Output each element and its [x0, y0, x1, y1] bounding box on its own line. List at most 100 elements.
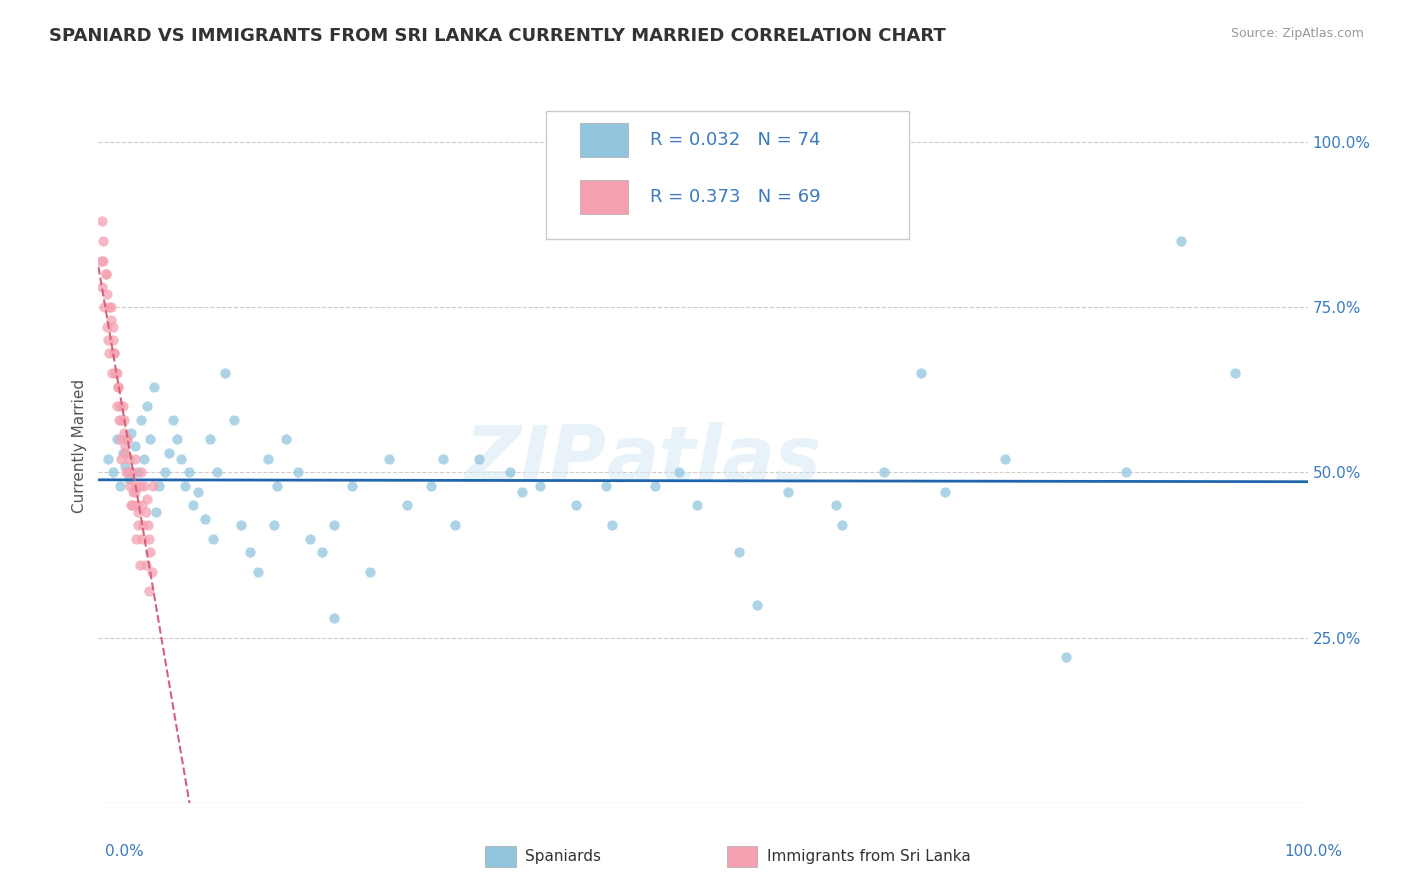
- Point: [181, 499, 204, 513]
- Point: [139, 545, 162, 559]
- Bar: [485, 846, 516, 867]
- Point: [112, 412, 135, 426]
- Text: SPANIARD VS IMMIGRANTS FROM SRI LANKA CURRENTLY MARRIED CORRELATION CHART: SPANIARD VS IMMIGRANTS FROM SRI LANKA CU…: [49, 27, 946, 45]
- Point: [105, 433, 128, 447]
- Point: [96, 287, 118, 301]
- Bar: [579, 123, 628, 157]
- Point: [179, 466, 201, 480]
- Point: [266, 478, 288, 492]
- Point: [121, 499, 143, 513]
- Point: [120, 466, 142, 480]
- Point: [98, 346, 121, 360]
- Point: [139, 433, 162, 447]
- Point: [187, 485, 209, 500]
- Point: [157, 445, 180, 459]
- Point: [395, 499, 418, 513]
- Point: [222, 412, 245, 426]
- Point: [100, 367, 122, 381]
- Point: [728, 545, 751, 559]
- Point: [124, 485, 146, 500]
- Point: [91, 214, 114, 228]
- Point: [105, 400, 128, 414]
- Point: [110, 452, 132, 467]
- Point: [111, 400, 134, 414]
- Point: [127, 518, 149, 533]
- Point: [98, 300, 121, 314]
- Point: [93, 300, 115, 314]
- Point: [323, 611, 346, 625]
- Point: [91, 280, 114, 294]
- Point: [91, 234, 114, 248]
- Point: [114, 445, 136, 459]
- Point: [135, 491, 157, 506]
- Point: [101, 333, 124, 347]
- Point: [831, 518, 853, 533]
- Point: [91, 254, 114, 268]
- Point: [299, 532, 322, 546]
- Point: [420, 478, 443, 492]
- Text: Immigrants from Sri Lanka: Immigrants from Sri Lanka: [768, 849, 970, 863]
- Point: [111, 445, 134, 459]
- Point: [444, 518, 467, 533]
- Point: [377, 452, 399, 467]
- Text: R = 0.373   N = 69: R = 0.373 N = 69: [650, 188, 821, 206]
- Point: [120, 425, 142, 440]
- Point: [97, 333, 120, 347]
- Point: [127, 499, 149, 513]
- Point: [114, 439, 136, 453]
- Point: [287, 466, 309, 480]
- Text: ZIP: ZIP: [464, 422, 606, 499]
- Bar: [579, 180, 628, 214]
- Point: [129, 412, 152, 426]
- Point: [229, 518, 252, 533]
- Point: [214, 367, 236, 381]
- Point: [141, 565, 163, 579]
- Point: [96, 320, 118, 334]
- Point: [100, 300, 122, 314]
- Point: [468, 452, 491, 467]
- Point: [107, 379, 129, 393]
- Point: [118, 466, 141, 480]
- Text: Spaniards: Spaniards: [526, 849, 602, 863]
- Point: [263, 518, 285, 533]
- Point: [198, 433, 221, 447]
- Text: 100.0%: 100.0%: [1285, 845, 1343, 859]
- Point: [94, 267, 117, 281]
- Point: [136, 518, 159, 533]
- Point: [274, 433, 297, 447]
- Point: [153, 466, 176, 480]
- Point: [112, 425, 135, 440]
- Point: [342, 478, 364, 492]
- Point: [117, 433, 139, 447]
- Point: [205, 466, 228, 480]
- Point: [110, 412, 132, 426]
- Point: [873, 466, 896, 480]
- Point: [134, 452, 156, 467]
- Point: [127, 505, 149, 519]
- Point: [101, 466, 124, 480]
- Point: [994, 452, 1017, 467]
- Point: [202, 532, 225, 546]
- Point: [311, 545, 333, 559]
- Point: [101, 320, 124, 334]
- Point: [360, 565, 382, 579]
- Point: [97, 452, 120, 467]
- Point: [120, 499, 142, 513]
- Point: [108, 400, 131, 414]
- Text: 0.0%: 0.0%: [105, 845, 145, 859]
- Bar: [727, 846, 758, 867]
- Point: [142, 478, 165, 492]
- Point: [122, 485, 145, 500]
- Point: [1054, 650, 1077, 665]
- Point: [747, 598, 769, 612]
- Point: [143, 379, 166, 393]
- Point: [108, 478, 131, 492]
- Point: [1170, 234, 1192, 248]
- Point: [124, 439, 146, 453]
- Point: [135, 400, 157, 414]
- Point: [118, 478, 141, 492]
- Point: [121, 466, 143, 480]
- Point: [107, 379, 129, 393]
- Text: Source: ZipAtlas.com: Source: ZipAtlas.com: [1230, 27, 1364, 40]
- Point: [125, 478, 148, 492]
